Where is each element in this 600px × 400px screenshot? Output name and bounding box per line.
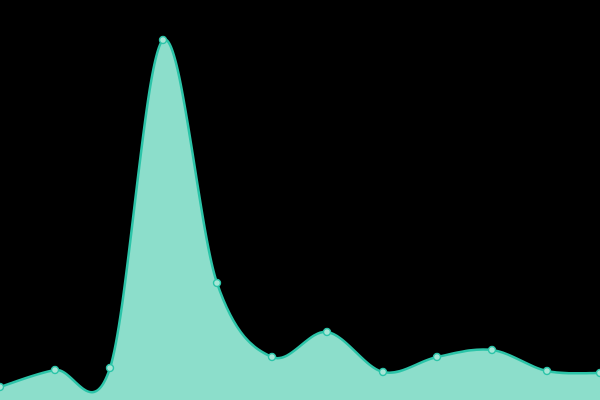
data-point-marker bbox=[105, 363, 115, 373]
data-point-marker bbox=[542, 366, 552, 376]
data-point-marker bbox=[432, 352, 442, 362]
data-point-marker bbox=[50, 365, 60, 375]
data-point-marker bbox=[212, 278, 222, 288]
data-point-marker bbox=[487, 345, 497, 355]
data-point-marker bbox=[595, 368, 600, 378]
data-point-marker bbox=[378, 367, 388, 377]
data-point-marker bbox=[322, 327, 332, 337]
data-point-marker bbox=[267, 352, 277, 362]
series-markers bbox=[0, 35, 600, 392]
series-area-fill bbox=[0, 39, 600, 400]
data-point-marker bbox=[158, 35, 168, 45]
data-point-marker bbox=[0, 382, 5, 392]
